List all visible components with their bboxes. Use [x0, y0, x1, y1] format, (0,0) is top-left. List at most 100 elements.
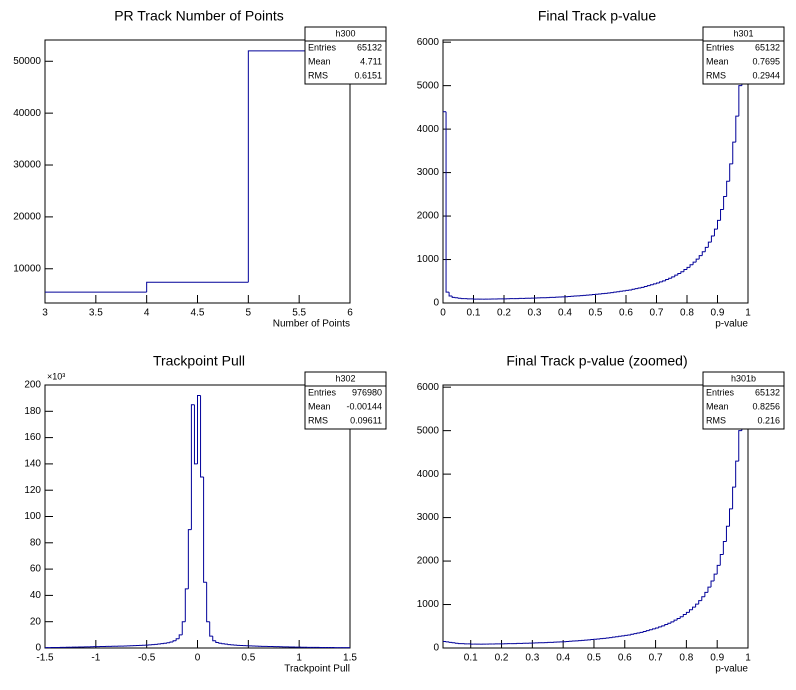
histogram-bin [704, 246, 709, 252]
x-axis-label: Number of Points [273, 319, 350, 330]
x-tick-label: 0.5 [587, 653, 601, 664]
x-tick-label: 0.3 [528, 308, 542, 319]
histogram-bin [659, 281, 663, 284]
histogram-bin [735, 460, 739, 488]
y-tick-label: 0 [35, 643, 41, 654]
stats-label: Mean [308, 401, 331, 411]
histogram-pad: Final Track p-value (zoomed) 0 1000 2000 300… [417, 353, 785, 675]
histogram-bin [686, 266, 691, 270]
stats-box [702, 371, 785, 430]
y-tick-label: 100 [24, 511, 41, 522]
histogram-bin [732, 486, 736, 509]
stats-value: 0.7695 [752, 56, 780, 66]
histogram-bin [172, 640, 177, 642]
stats-value: 0.2944 [752, 70, 780, 80]
histogram-bin [656, 282, 660, 284]
histogram-bin [645, 630, 650, 632]
histogram-bin [631, 288, 636, 290]
histogram-bin [661, 625, 665, 627]
x-axis-label: p-value [715, 319, 748, 330]
x-tick-label: 1 [745, 653, 751, 664]
y-tick-label: 50000 [13, 56, 41, 67]
histogram-bin [673, 619, 678, 622]
x-tick-label: 0.5 [589, 308, 603, 319]
y-tick-label: 30000 [13, 160, 41, 171]
histogram-pad: PR Track Number of Points 10000 20000 30000… [13, 8, 387, 330]
histogram-bin [652, 283, 657, 285]
y-tick-label: 200 [24, 380, 41, 391]
histogram-bin [646, 285, 651, 287]
stats-label: Entries [706, 387, 735, 397]
histogram-bin [630, 633, 635, 635]
x-tick-label: 0.5 [241, 653, 255, 664]
y-tick-label: 6000 [417, 37, 440, 48]
stats-value: 0.216 [757, 415, 780, 425]
chart-title: Final Track p-value [538, 8, 656, 24]
x-tick-label: 0.7 [649, 653, 663, 664]
stats-value: 0.6151 [354, 70, 382, 80]
histogram-bin [665, 279, 669, 281]
histogram-bin [197, 395, 201, 464]
y-tick-label: 60 [30, 564, 42, 575]
histogram-bin [732, 141, 736, 164]
histogram-bin [713, 573, 718, 582]
x-tick-label: 0 [195, 653, 201, 664]
histogram-bin [166, 642, 171, 644]
x-tick-label: -0.5 [138, 653, 156, 664]
histogram-bin [668, 277, 672, 280]
stats-name: h300 [335, 28, 355, 38]
stats-label: RMS [308, 70, 328, 80]
histogram-bin [643, 285, 648, 288]
histogram-bin [713, 228, 718, 237]
stats-label: Entries [308, 387, 337, 397]
histogram-bin [720, 209, 724, 221]
frame [442, 384, 749, 649]
x-tick-label: 0 [440, 308, 446, 319]
stats-value: -0.00144 [346, 401, 382, 411]
y-tick-label: 3000 [417, 512, 440, 523]
histogram-bin [667, 622, 671, 625]
histogram-bin [184, 588, 189, 622]
histogram-bin [655, 627, 659, 629]
x-tick-label: 0.2 [497, 308, 511, 319]
y-tick-label: 0 [433, 643, 439, 654]
stats-label: Mean [706, 56, 729, 66]
x-tick-label: 5.5 [292, 308, 306, 319]
chart-title: Trackpoint Pull [153, 353, 245, 369]
stats-label: RMS [308, 415, 328, 425]
histogram-bin [648, 629, 653, 631]
histogram-bin [215, 640, 219, 643]
histogram-bin [674, 274, 678, 277]
histogram-bin [692, 261, 697, 265]
histogram-bin [704, 591, 708, 597]
stats-label: Entries [308, 42, 337, 52]
x-tick-label: 1 [745, 308, 751, 319]
histogram-bin [218, 642, 222, 644]
stats-name: h302 [335, 373, 355, 383]
stats-name: h301b [731, 373, 756, 383]
histogram-bin [212, 636, 216, 642]
y-tick-label: 40 [30, 590, 42, 601]
histogram-bin [664, 624, 668, 626]
histogram-bin [451, 296, 456, 298]
histogram-bin [701, 251, 706, 256]
stats-value: 65132 [755, 387, 780, 397]
x-axis-label: Trackpoint Pull [284, 664, 350, 675]
histogram-bin [692, 606, 696, 610]
stats-name: h301 [733, 28, 753, 38]
x-tick-label: 0.6 [618, 653, 632, 664]
histogram-bin [193, 404, 198, 465]
histogram-bin [206, 582, 210, 623]
histogram-bin [725, 525, 730, 542]
y-tick-label: 120 [24, 485, 41, 496]
histogram-bin [679, 616, 684, 619]
x-tick-label: 3 [42, 308, 48, 319]
y-tick-label: 3000 [417, 167, 440, 178]
histogram-bin [738, 430, 742, 462]
histogram-bin [676, 617, 681, 621]
stats-value: 0.8256 [752, 401, 780, 411]
y-tick-label: 1000 [417, 599, 440, 610]
stats-label: Entries [706, 42, 735, 52]
y-tick-label: 40000 [13, 108, 41, 119]
